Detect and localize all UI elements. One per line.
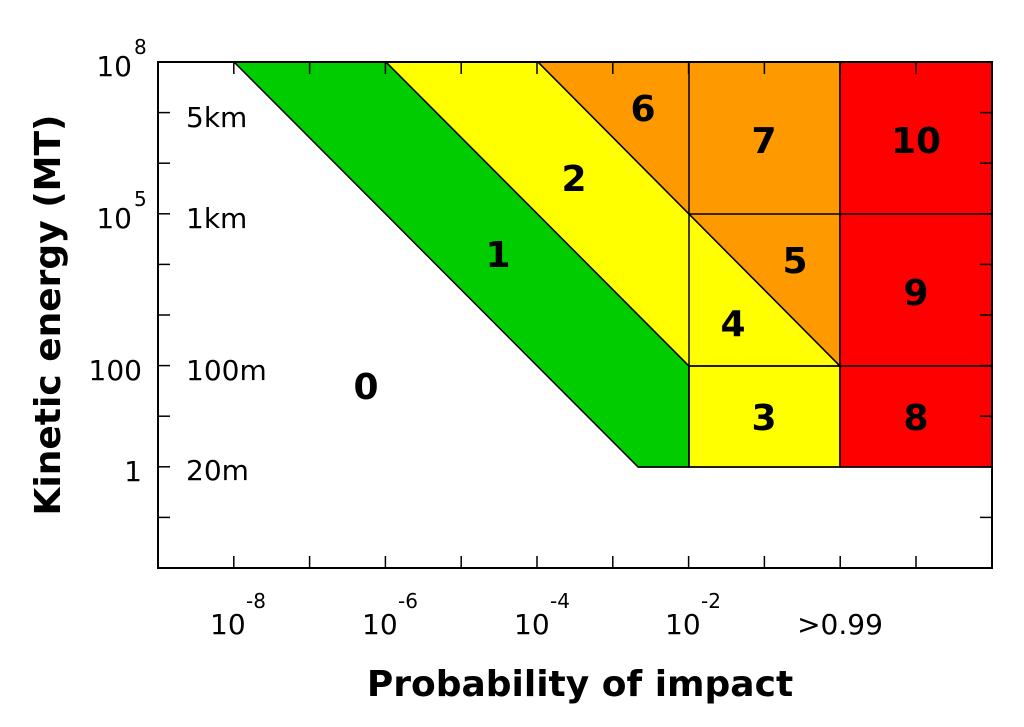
size-label: 100m — [186, 354, 267, 387]
region-number: 5 — [782, 241, 807, 282]
y-tick-exp: 5 — [134, 187, 147, 211]
x-tick-label: 10 — [210, 608, 246, 641]
x-tick-label: >0.99 — [797, 608, 883, 641]
x-tick-exp: -6 — [398, 589, 418, 613]
y-tick-label: 1 — [124, 455, 142, 488]
region-number: 2 — [561, 159, 586, 200]
y-tick-exp: 8 — [134, 35, 147, 59]
labels: 10810510015km1km100m20m10-810-610-410-2>… — [89, 35, 942, 641]
x-tick-exp: -2 — [701, 589, 721, 613]
region-number: 9 — [903, 273, 928, 314]
region-number: 10 — [891, 121, 941, 162]
size-label: 20m — [186, 454, 249, 487]
region-number: 0 — [353, 367, 378, 408]
region-number: 7 — [751, 121, 776, 162]
region-number: 4 — [720, 304, 745, 345]
x-axis-label: Probability of impact — [367, 664, 793, 705]
x-tick-label: 10 — [362, 608, 398, 641]
y-axis-label: Kinetic energy (MT) — [28, 115, 69, 516]
y-tick-label: 10 — [96, 202, 132, 235]
region-number: 6 — [630, 89, 655, 130]
regions — [232, 61, 993, 468]
x-tick-exp: -4 — [550, 589, 570, 613]
region-number: 3 — [751, 398, 776, 439]
x-tick-exp: -8 — [246, 589, 266, 613]
region-number: 1 — [485, 235, 510, 276]
x-tick-label: 10 — [514, 608, 550, 641]
ticks — [158, 62, 992, 568]
region-number: 8 — [903, 398, 928, 439]
y-tick-label: 10 — [96, 50, 132, 83]
size-label: 5km — [186, 101, 247, 134]
y-tick-label: 100 — [89, 354, 142, 387]
x-tick-label: 10 — [665, 608, 701, 641]
size-label: 1km — [186, 202, 247, 235]
